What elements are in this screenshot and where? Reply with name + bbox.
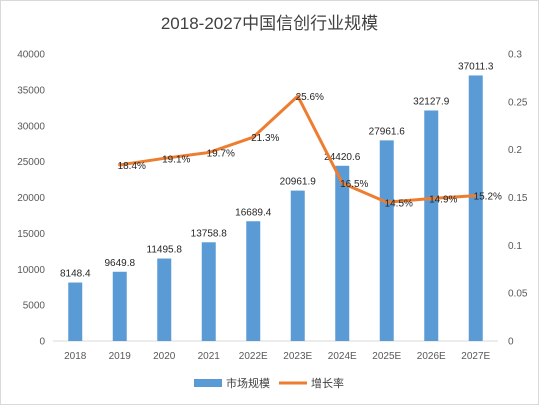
bar-data-label: 32127.9 (413, 96, 450, 107)
y-right-tick-label: 0.15 (508, 193, 528, 204)
line-data-label: 21.3% (251, 133, 279, 144)
y-left-tick-label: 40000 (17, 50, 45, 61)
bar (424, 110, 439, 341)
growth-rate-point (474, 194, 478, 198)
x-tick-label: 2018 (64, 351, 87, 362)
bar (68, 282, 83, 341)
y-right-tick-label: 0.25 (508, 97, 528, 108)
line-data-label: 15.2% (474, 192, 502, 203)
bar (246, 221, 261, 341)
line-data-label: 19.1% (162, 154, 190, 165)
growth-rate-point (340, 181, 344, 185)
growth-rate-point (118, 163, 122, 167)
line-data-label: 19.7% (207, 149, 235, 160)
bar-data-label: 13758.8 (191, 228, 228, 239)
growth-rate-point (162, 156, 166, 160)
bar (335, 165, 350, 341)
y-left-tick-label: 35000 (17, 85, 45, 96)
y-left-tick-label: 5000 (23, 301, 46, 312)
bar (290, 190, 305, 341)
y-right-tick-label: 0 (508, 337, 514, 348)
growth-rate-point (385, 200, 389, 204)
y-right-tick-label: 0.2 (508, 145, 522, 156)
line-data-label: 14.5% (385, 198, 413, 209)
x-tick-label: 2020 (153, 351, 176, 362)
bar-data-label: 27961.6 (369, 126, 406, 137)
chart-title: 2018-2027中国信创行业规模 (160, 14, 379, 33)
growth-rate-point (429, 196, 433, 200)
growth-rate-point (251, 135, 255, 139)
x-tick-label: 2026E (417, 351, 446, 362)
y-left-tick-label: 15000 (17, 229, 45, 240)
x-tick-label: 2023E (283, 351, 312, 362)
legend-line-label: 增长率 (311, 376, 344, 390)
x-tick-label: 2021 (198, 351, 221, 362)
line-data-label: 18.4% (118, 161, 146, 172)
legend-bar-swatch (194, 379, 222, 387)
bar-data-label: 9649.8 (104, 258, 135, 269)
y-left-tick-label: 20000 (17, 193, 45, 204)
bar (112, 271, 127, 341)
x-tick-label: 2025E (372, 351, 401, 362)
y-left-tick-label: 0 (39, 337, 45, 348)
bar (379, 140, 394, 341)
x-tick-label: 2019 (109, 351, 132, 362)
line-data-label: 16.5% (340, 179, 368, 190)
bar-data-label: 20961.9 (280, 177, 317, 188)
line-data-label: 25.6% (296, 92, 324, 103)
bar-data-label: 24420.6 (324, 152, 361, 163)
bar (157, 258, 172, 341)
bar (468, 75, 483, 342)
legend-bar-label: 市场规模 (226, 376, 270, 390)
bar-data-label: 16689.4 (235, 207, 272, 218)
y-left-tick-label: 30000 (17, 121, 45, 132)
y-left-tick-label: 10000 (17, 265, 45, 276)
y-right-tick-label: 0.3 (508, 50, 522, 61)
x-tick-label: 2027E (461, 351, 490, 362)
y-left-tick-label: 25000 (17, 157, 45, 168)
bar-data-label: 8148.4 (60, 269, 91, 280)
growth-rate-point (207, 151, 211, 155)
bar-data-label: 11495.8 (147, 245, 183, 256)
bar-data-label: 37011.3 (458, 61, 494, 72)
x-tick-label: 2022E (239, 351, 268, 362)
y-right-tick-label: 0.1 (508, 241, 522, 252)
bar (201, 242, 216, 341)
y-right-tick-label: 0.05 (508, 289, 528, 300)
growth-rate-point (296, 94, 300, 98)
x-tick-label: 2024E (328, 351, 357, 362)
line-data-label: 14.9% (429, 194, 457, 205)
